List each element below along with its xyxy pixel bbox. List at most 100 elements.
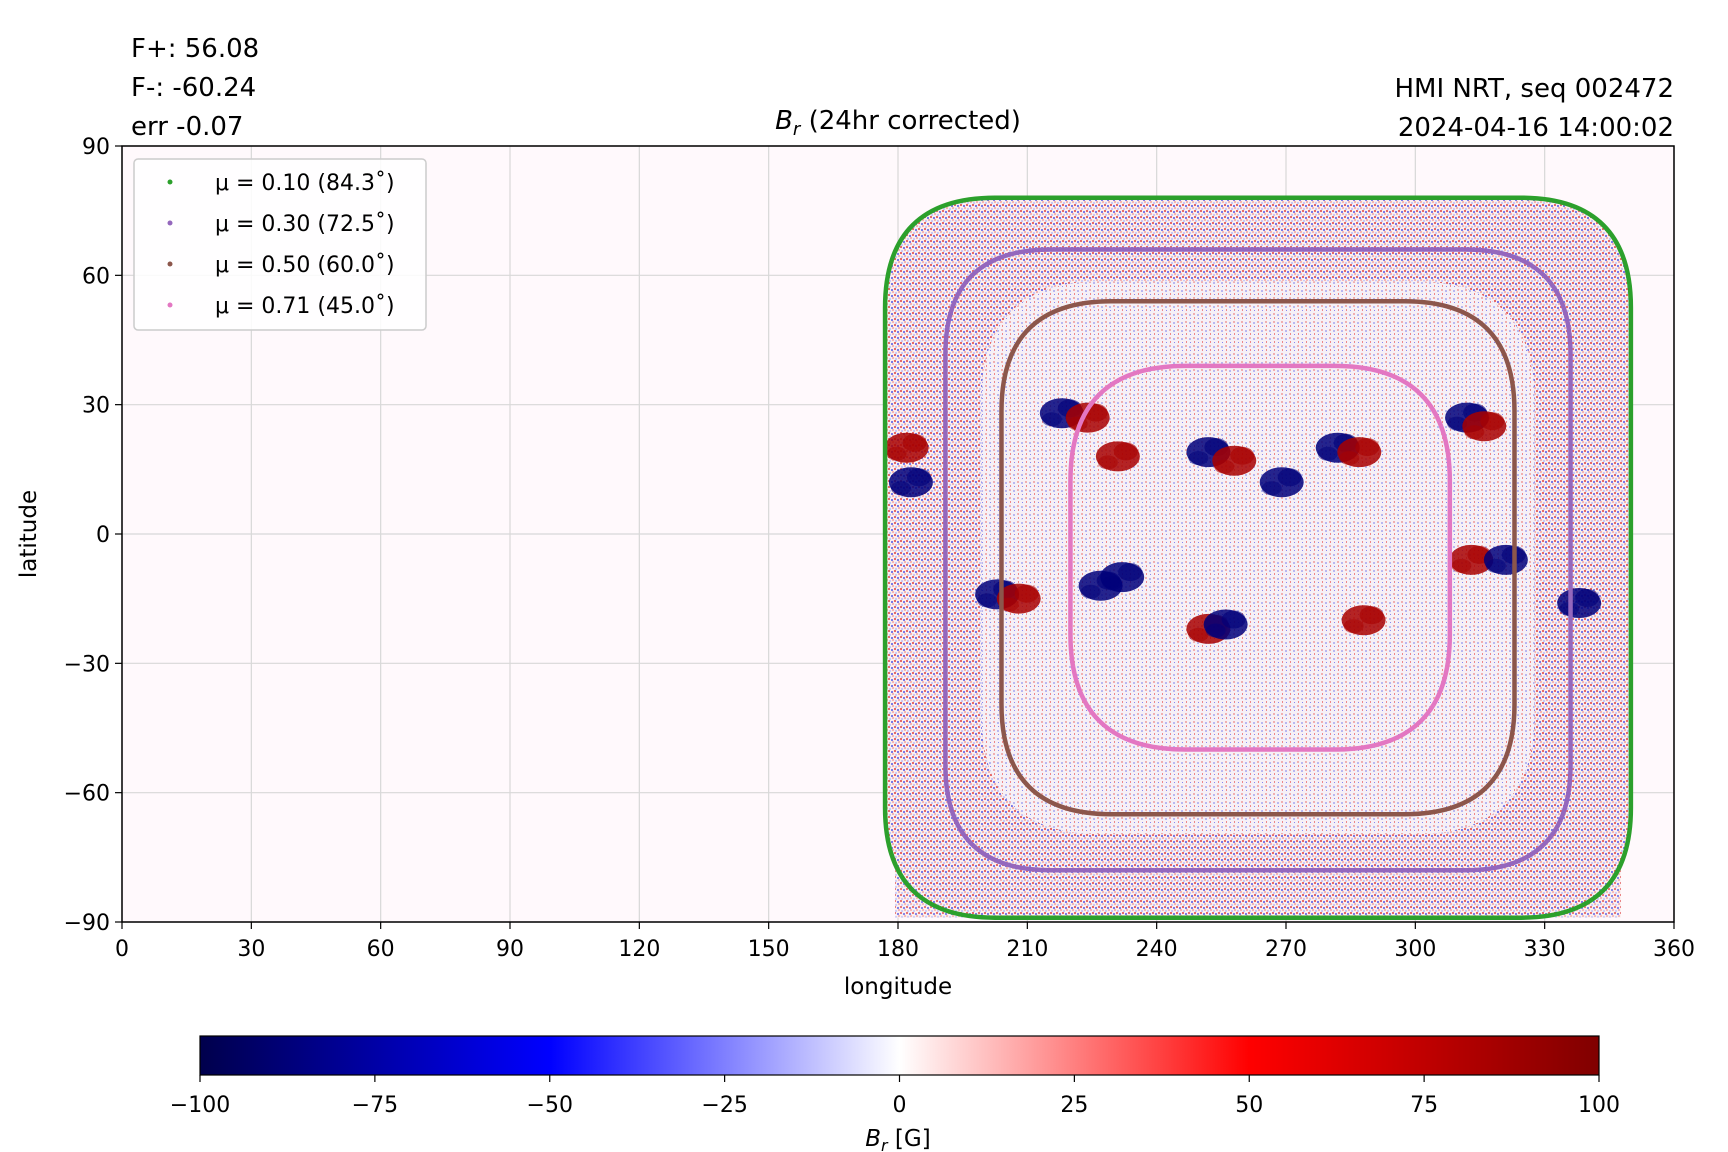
- x-tick-label: 300: [1394, 937, 1436, 962]
- colorbar-tick-label: 50: [1235, 1093, 1263, 1118]
- disk-polar-band: [895, 870, 1621, 918]
- colorbar-ticks: −100 −75 −50 −25 0 25 50 75 100: [170, 1075, 1620, 1118]
- legend-label: μ = 0.50 (60.0˚): [215, 253, 395, 278]
- y-axis-label: latitude: [16, 490, 42, 578]
- mu-contours: [882, 195, 1634, 920]
- region-lobe: [1480, 412, 1505, 431]
- mu-contour-0-50: [999, 298, 1517, 817]
- legend-marker: [167, 179, 173, 185]
- region-lobe: [1102, 576, 1123, 591]
- chart-title-rest: (24hr corrected): [800, 106, 1021, 136]
- active-region-positive: [1449, 544, 1494, 575]
- x-tick-label: 210: [1006, 937, 1048, 962]
- legend-label: μ = 0.10 (84.3˚): [215, 171, 395, 196]
- active-region-negative: [1100, 562, 1145, 593]
- x-tick-label: 240: [1136, 937, 1178, 962]
- y-tick-label: −60: [64, 782, 110, 807]
- y-tick-label: −90: [64, 911, 110, 936]
- x-tick-label: 60: [367, 937, 395, 962]
- colorbar-tick-label: 25: [1060, 1093, 1088, 1118]
- active-region-positive: [1337, 437, 1382, 468]
- region-lobe: [1339, 451, 1360, 466]
- y-axis-ticks: 90 60 30 0 −30 −60 −90: [64, 135, 122, 936]
- x-axis-label: longitude: [844, 974, 952, 1000]
- y-tick-label: 90: [82, 135, 110, 160]
- colorbar-tick-label: 75: [1410, 1093, 1438, 1118]
- region-lobe: [977, 593, 998, 608]
- region-lobe: [1261, 481, 1282, 496]
- colorbar-label-symbol: B: [865, 1126, 881, 1152]
- colorbar-label-rest: [G]: [888, 1126, 931, 1152]
- region-lobe: [1014, 584, 1039, 603]
- mu-contour-0-10: [882, 195, 1634, 920]
- x-tick-label: 270: [1265, 937, 1307, 962]
- active-region-negative: [1557, 587, 1602, 618]
- region-lobe: [1464, 425, 1485, 440]
- y-tick-label: 60: [82, 264, 110, 289]
- data-source: HMI NRT, seq 002472: [1394, 74, 1674, 104]
- x-tick-label: 30: [237, 937, 265, 962]
- colorbar-tick-label: 0: [893, 1093, 907, 1118]
- legend-marker: [167, 220, 173, 226]
- y-tick-label: 0: [96, 523, 110, 548]
- region-lobe: [902, 433, 927, 452]
- x-tick-label: 120: [618, 937, 660, 962]
- chart-title-subscript: r: [793, 119, 802, 140]
- colorbar-label: Br [G]: [865, 1126, 930, 1152]
- colorbar-tick-label: −75: [352, 1093, 398, 1118]
- legend-label: μ = 0.71 (45.0˚): [215, 294, 395, 319]
- chart-title-symbol: B: [775, 106, 793, 136]
- region-lobe: [886, 446, 907, 461]
- x-axis-ticks: 0 30 60 90 120 150 180 210 240 270 300 330 360: [115, 922, 1695, 962]
- active-region-positive: [1212, 445, 1257, 476]
- region-lobe: [890, 481, 911, 496]
- region-lobe: [906, 468, 931, 487]
- flux-error: err -0.07: [131, 112, 243, 142]
- active-region-positive: [1341, 605, 1386, 636]
- active-region-negative: [1259, 467, 1304, 498]
- magnetogram-disk: [885, 197, 1631, 918]
- legend: μ = 0.10 (84.3˚) μ = 0.30 (72.5˚) μ = 0.50…: [133, 158, 427, 331]
- colorbar-tick-label: −25: [701, 1093, 747, 1118]
- chart-title: Br (24hr corrected): [775, 106, 1021, 140]
- colorbar-tick-label: −100: [170, 1093, 230, 1118]
- active-region-positive: [1095, 441, 1140, 472]
- colorbar: [199, 1035, 1600, 1076]
- region-lobe: [1214, 459, 1235, 474]
- legend-marker: [167, 302, 173, 308]
- region-lobe: [1080, 584, 1101, 599]
- region-lobe: [1575, 588, 1600, 607]
- active-region-negative: [1203, 609, 1248, 640]
- x-tick-label: 90: [496, 937, 524, 962]
- legend-label: μ = 0.30 (72.5˚): [215, 212, 395, 237]
- flux-positive: F+: 56.08: [131, 34, 259, 64]
- active-region-negative: [1483, 544, 1528, 575]
- colorbar-label-subscript: r: [881, 1136, 889, 1152]
- y-tick-label: −30: [64, 652, 110, 677]
- active-region-positive: [1462, 411, 1507, 442]
- region-lobe: [1343, 619, 1364, 634]
- legend-marker: [167, 261, 173, 267]
- region-lobe: [1355, 438, 1380, 457]
- region-lobe: [1188, 451, 1209, 466]
- x-tick-label: 0: [115, 937, 129, 962]
- region-lobe: [1317, 446, 1338, 461]
- timestamp: 2024-04-16 14:00:02: [1398, 113, 1674, 143]
- mu-contour-0-71: [1068, 363, 1453, 752]
- region-lobe: [1277, 468, 1302, 487]
- region-lobe: [1118, 563, 1143, 582]
- region-lobe: [1188, 627, 1209, 642]
- legend-frame: [133, 158, 427, 331]
- flux-negative: F-: -60.24: [131, 73, 256, 103]
- region-lobe: [1113, 442, 1138, 461]
- colorbar-tick-label: 100: [1578, 1093, 1620, 1118]
- x-tick-label: 150: [748, 937, 790, 962]
- x-tick-label: 180: [877, 937, 919, 962]
- x-tick-label: 360: [1653, 937, 1695, 962]
- region-lobe: [1041, 412, 1062, 427]
- region-lobe: [1221, 610, 1246, 629]
- active-regions: [884, 398, 1602, 644]
- disk-center-texture: [981, 281, 1535, 835]
- active-region-negative: [888, 467, 933, 498]
